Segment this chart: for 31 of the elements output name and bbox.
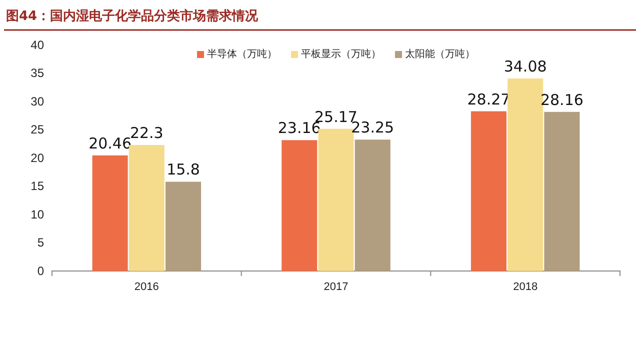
- bar: [508, 78, 544, 271]
- data-label: 15.8: [166, 160, 200, 179]
- legend-label: 半导体（万吨）: [207, 48, 277, 60]
- data-label: 28.16: [540, 90, 584, 109]
- bar: [166, 182, 202, 271]
- bar: [92, 155, 128, 271]
- y-tick-label: 30: [30, 94, 44, 108]
- y-tick-label: 25: [30, 122, 44, 137]
- y-tick-label: 0: [37, 264, 44, 278]
- legend-label: 平板显示（万吨）: [301, 48, 381, 60]
- x-tick-label: 2016: [134, 280, 159, 293]
- x-tick-label: 2018: [513, 280, 538, 293]
- y-tick-label: 35: [30, 66, 44, 80]
- y-tick-label: 40: [30, 38, 44, 52]
- bar: [282, 140, 318, 271]
- bar: [354, 140, 390, 271]
- y-tick-label: 10: [30, 207, 44, 222]
- data-label: 34.08: [504, 57, 547, 76]
- y-tick-label: 15: [30, 179, 44, 194]
- y-tick-label: 5: [37, 236, 44, 250]
- chart-title: 图44：国内湿电子化学品分类市场需求情况: [6, 8, 260, 24]
- x-tick-label: 2017: [324, 280, 348, 293]
- y-tick-label: 20: [30, 150, 44, 165]
- bar: [128, 145, 164, 271]
- bar: [318, 128, 354, 271]
- data-label: 20.46: [88, 134, 132, 152]
- legend-label: 太阳能（万吨）: [405, 48, 475, 60]
- data-label: 22.3: [130, 124, 164, 142]
- bar: [470, 111, 506, 271]
- bar: [544, 112, 580, 271]
- data-label: 28.27: [467, 90, 510, 108]
